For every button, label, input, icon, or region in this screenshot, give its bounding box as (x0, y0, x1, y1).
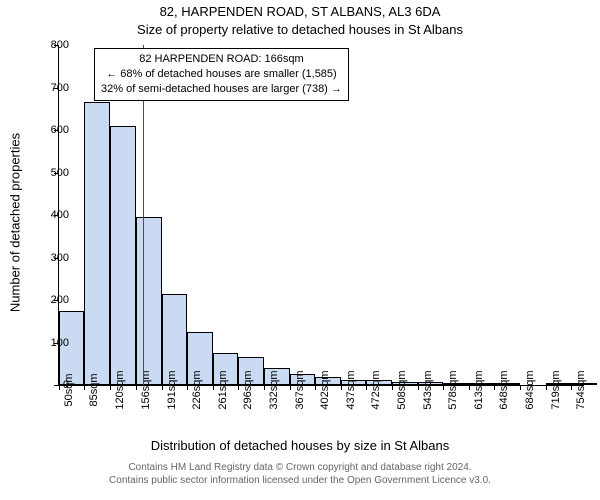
x-tick-mark (290, 385, 291, 390)
chart-container: 82, HARPENDEN ROAD, ST ALBANS, AL3 6DA S… (0, 0, 600, 500)
x-tick-mark (238, 385, 239, 390)
x-tick-label: 613sqm (473, 370, 485, 409)
x-tick-mark (136, 385, 137, 390)
y-tick-label: 400 (51, 209, 69, 221)
x-tick-mark (469, 385, 470, 390)
annotation-line3: 32% of semi-detached houses are larger (… (101, 82, 342, 97)
x-axis-label: Distribution of detached houses by size … (0, 438, 600, 453)
x-tick-label: 578sqm (447, 370, 459, 409)
x-tick-label: 85sqm (88, 373, 100, 406)
x-tick-mark (213, 385, 214, 390)
x-tick-label: 120sqm (114, 370, 126, 409)
x-tick-mark (520, 385, 521, 390)
x-tick-mark (571, 385, 572, 390)
x-tick-mark (84, 385, 85, 390)
x-tick-label: 226sqm (191, 370, 203, 409)
y-tick-label: 500 (51, 167, 69, 179)
y-axis-label: Number of detached properties (8, 58, 23, 388)
y-tick-label: 0 (63, 379, 69, 391)
chart-title-line2: Size of property relative to detached ho… (0, 22, 600, 37)
x-tick-label: 437sqm (345, 370, 357, 409)
y-tick-label: 700 (51, 82, 69, 94)
x-tick-mark (443, 385, 444, 390)
annotation-line2: ← 68% of detached houses are smaller (1,… (101, 67, 342, 82)
histogram-bar (84, 102, 109, 385)
x-tick-mark (494, 385, 495, 390)
x-tick-label: 261sqm (217, 370, 229, 409)
x-tick-label: 296sqm (242, 370, 254, 409)
histogram-bar (110, 126, 136, 385)
x-tick-mark (187, 385, 188, 390)
x-tick-label: 754sqm (575, 370, 587, 409)
histogram-bar (136, 217, 161, 385)
x-tick-label: 719sqm (550, 370, 562, 409)
x-tick-mark (546, 385, 547, 390)
attribution-line2: Contains public sector information licen… (109, 475, 491, 486)
y-tick-label: 300 (51, 252, 69, 264)
x-tick-label: 472sqm (370, 370, 382, 409)
y-tick-label: 800 (51, 39, 69, 51)
x-tick-mark (341, 385, 342, 390)
x-tick-label: 402sqm (319, 370, 331, 409)
annotation-box: 82 HARPENDEN ROAD: 166sqm← 68% of detach… (94, 48, 349, 101)
attribution-text: Contains HM Land Registry data © Crown c… (0, 462, 600, 487)
x-tick-label: 367sqm (294, 370, 306, 409)
x-tick-mark (110, 385, 111, 390)
annotation-line1: 82 HARPENDEN ROAD: 166sqm (101, 52, 342, 67)
x-tick-label: 543sqm (422, 370, 434, 409)
x-tick-label: 508sqm (396, 370, 408, 409)
y-tick-label: 100 (51, 337, 69, 349)
y-tick-label: 200 (51, 294, 69, 306)
x-tick-mark (264, 385, 265, 390)
x-tick-label: 332sqm (268, 370, 280, 409)
x-tick-mark (59, 385, 60, 390)
chart-title-line1: 82, HARPENDEN ROAD, ST ALBANS, AL3 6DA (0, 4, 600, 19)
x-tick-label: 684sqm (524, 370, 536, 409)
x-tick-mark (162, 385, 163, 390)
x-tick-mark (315, 385, 316, 390)
y-tick-label: 600 (51, 124, 69, 136)
x-tick-mark (392, 385, 393, 390)
x-tick-label: 156sqm (140, 370, 152, 409)
x-tick-label: 191sqm (166, 370, 178, 409)
x-tick-mark (418, 385, 419, 390)
x-tick-mark (366, 385, 367, 390)
x-tick-label: 648sqm (498, 370, 510, 409)
plot-area: 50sqm85sqm120sqm156sqm191sqm226sqm261sqm… (58, 45, 584, 386)
attribution-line1: Contains HM Land Registry data © Crown c… (128, 462, 471, 473)
